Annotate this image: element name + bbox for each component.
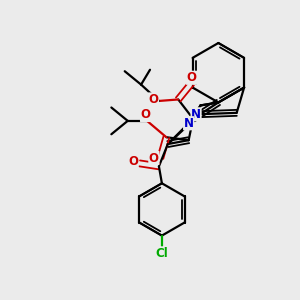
Text: N: N — [191, 108, 201, 121]
Text: O: O — [187, 71, 196, 84]
Text: O: O — [140, 108, 151, 122]
Text: Cl: Cl — [155, 247, 168, 260]
Text: O: O — [148, 93, 159, 106]
Text: O: O — [149, 152, 159, 164]
Text: N: N — [184, 117, 194, 130]
Text: O: O — [128, 155, 138, 168]
